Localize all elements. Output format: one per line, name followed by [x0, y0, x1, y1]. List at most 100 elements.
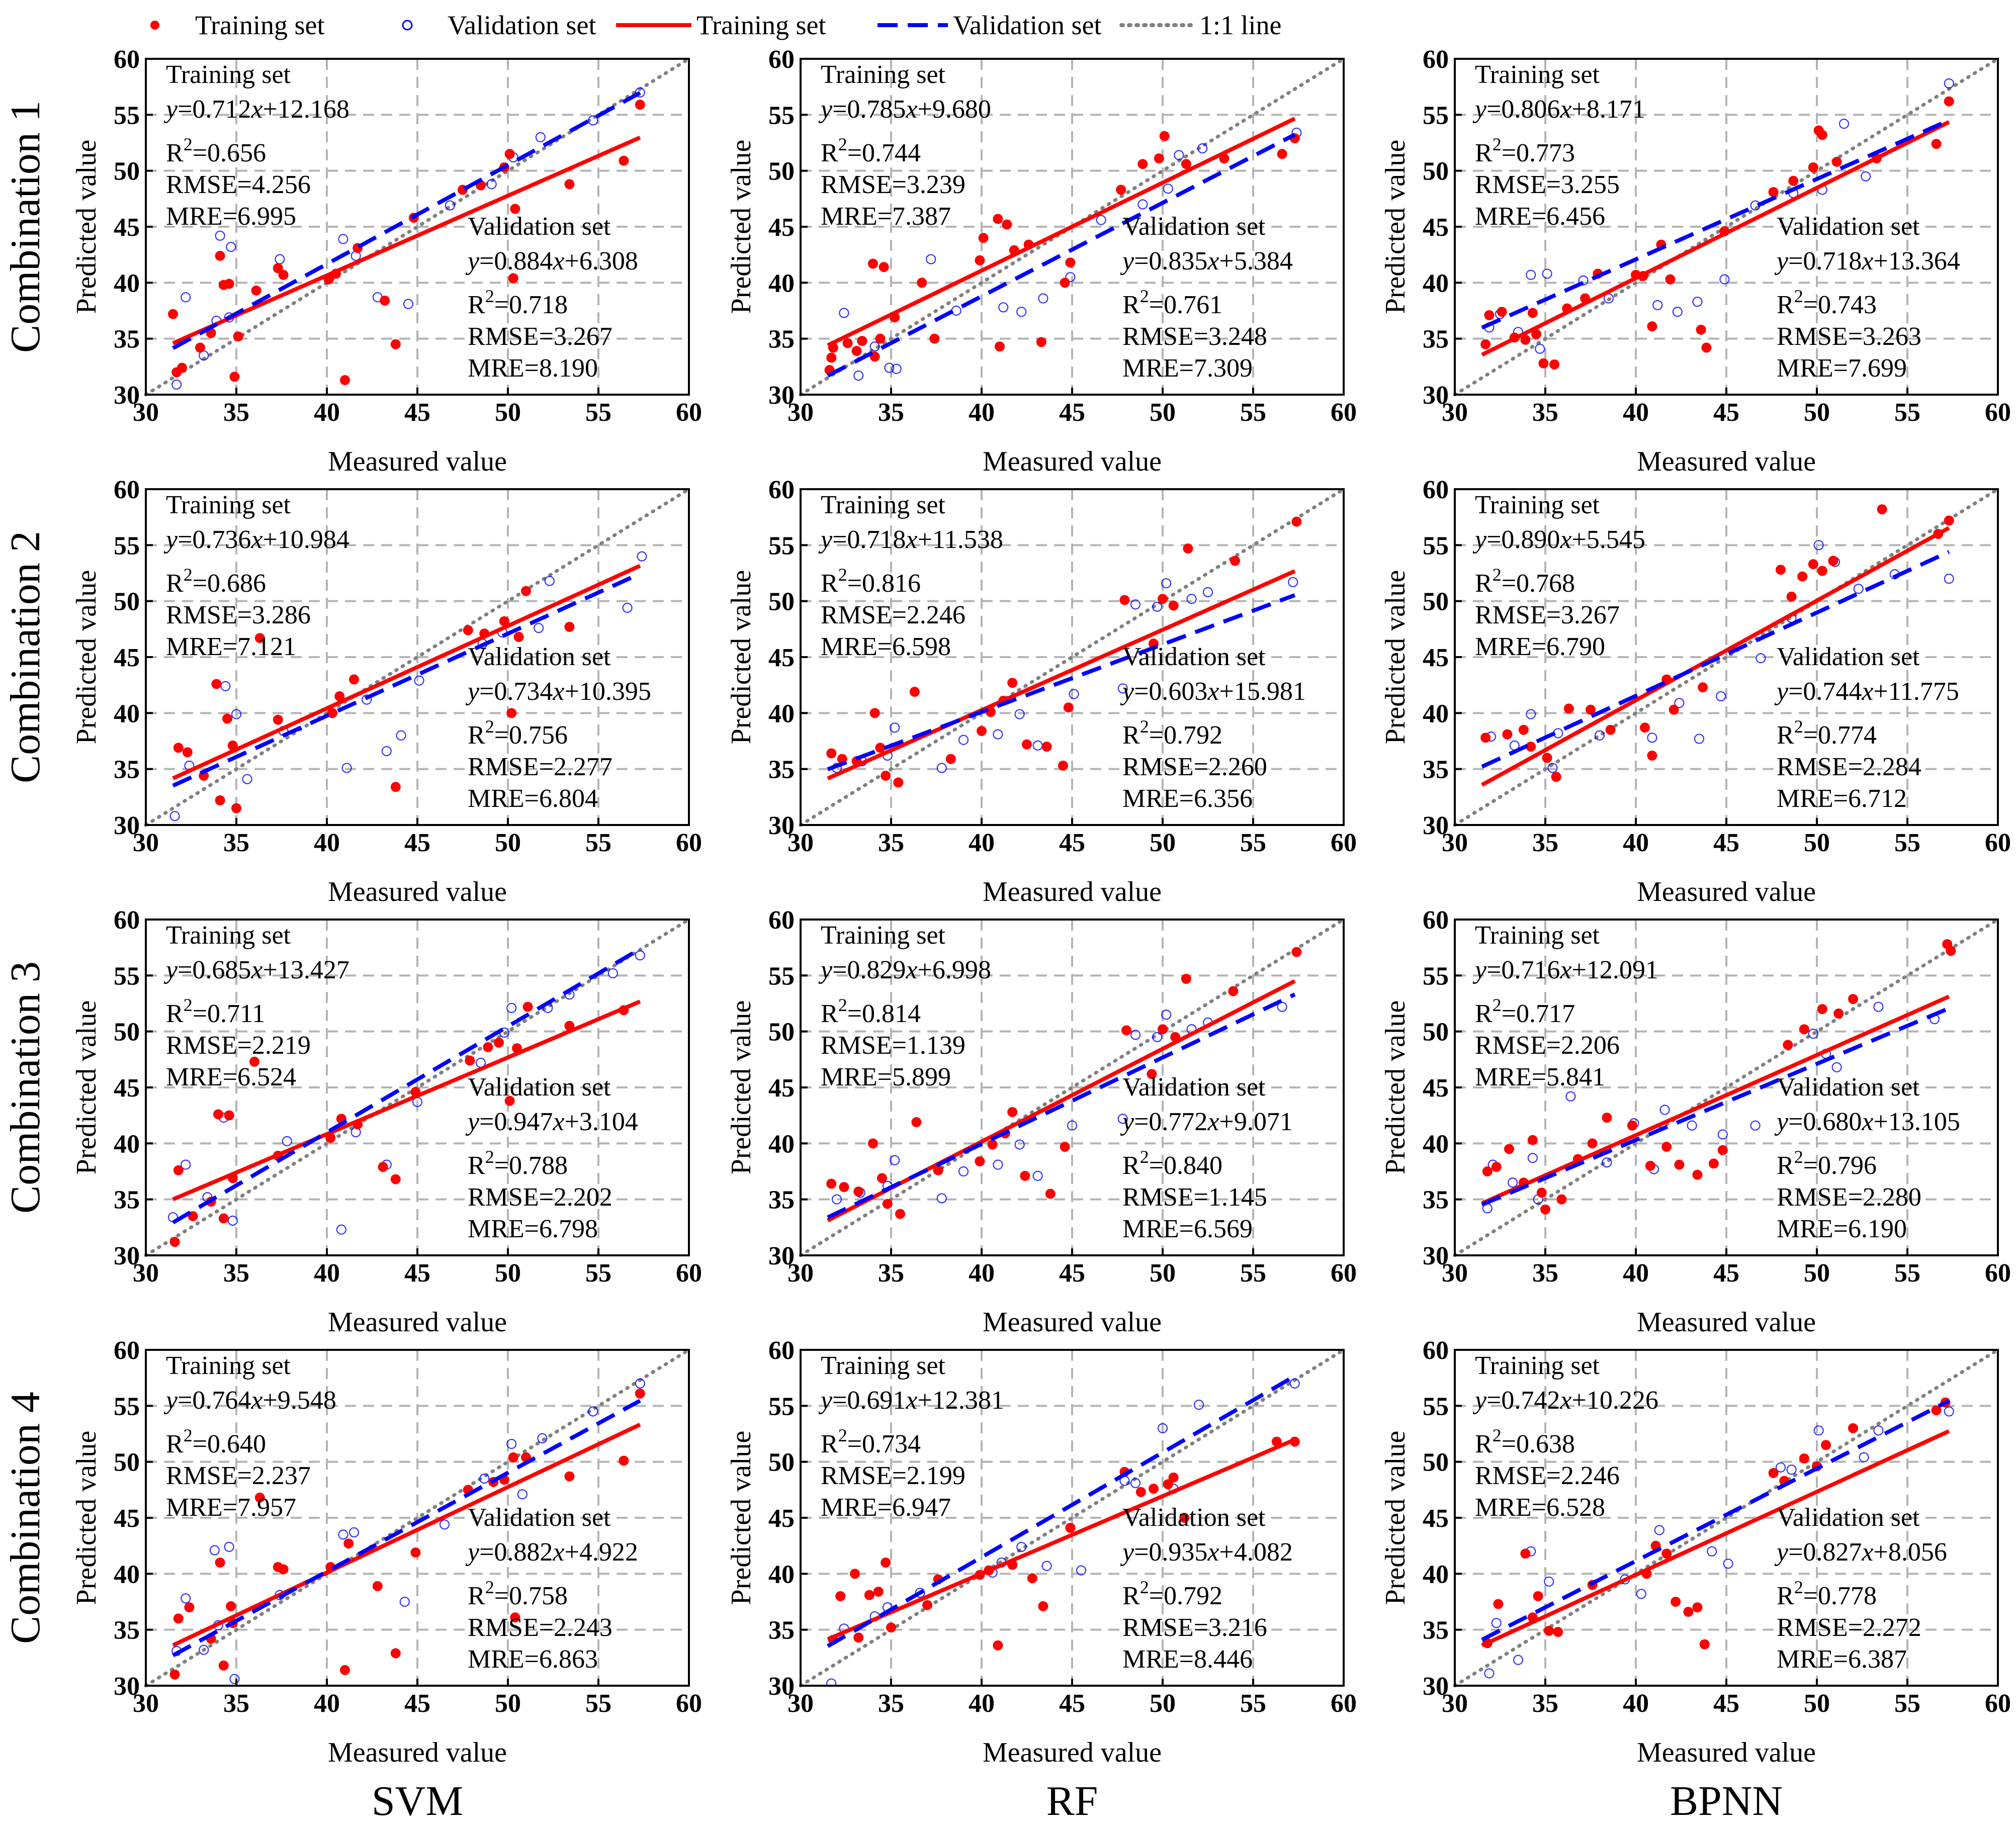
- training-equation: y=0.736x+10.984: [163, 525, 349, 554]
- x-tick-label: 55: [585, 1689, 611, 1718]
- validation-mre: MRE=6.712: [1777, 784, 1907, 813]
- training-point: [169, 1237, 180, 1247]
- x-tick-label: 30: [787, 398, 814, 427]
- validation-point: [831, 1194, 842, 1205]
- x-axis-label: Measured value: [328, 446, 507, 477]
- training-point: [1179, 1513, 1190, 1523]
- training-fit-line: [172, 135, 641, 345]
- y-tick-label: 50: [768, 1018, 795, 1047]
- validation-equation: y=0.680x+13.105: [1774, 1108, 1960, 1136]
- validation-point: [336, 1224, 346, 1235]
- validation-mre: MRE=6.863: [468, 1645, 598, 1674]
- legend-item-dash: Validation set: [878, 10, 1101, 40]
- training-point: [1647, 750, 1657, 761]
- x-tick-label: 55: [1894, 398, 1920, 427]
- training-point: [195, 342, 205, 353]
- validation-equation: y=0.744x+11.775: [1774, 677, 1959, 706]
- validation-equation: y=0.882x+4.922: [465, 1538, 638, 1567]
- training-point: [231, 803, 241, 813]
- y-tick-label: 55: [768, 101, 795, 130]
- training-point: [1168, 600, 1179, 611]
- training-point: [826, 352, 837, 363]
- training-point: [249, 1056, 259, 1067]
- validation-point: [399, 1596, 410, 1607]
- training-point: [868, 258, 878, 269]
- training-point: [510, 204, 520, 214]
- validation-point: [1544, 1576, 1554, 1587]
- training-point: [1230, 556, 1240, 566]
- validation-point: [998, 302, 1009, 313]
- training-point: [168, 309, 178, 319]
- y-tick-label: 45: [1423, 1504, 1449, 1533]
- training-point: [1817, 1004, 1827, 1015]
- training-point: [1848, 1423, 1858, 1433]
- legend-label: Validation set: [953, 10, 1101, 40]
- x-tick-label: 50: [1804, 829, 1830, 857]
- row-label: Combination 3: [2, 961, 49, 1214]
- training-point: [254, 633, 265, 644]
- validation-rmse: RMSE=2.243: [468, 1613, 612, 1642]
- y-tick-label: 50: [1423, 1448, 1449, 1477]
- one-to-one-line: [1453, 918, 2000, 1257]
- x-tick-label: 40: [314, 1689, 340, 1718]
- y-tick-label: 30: [768, 811, 795, 840]
- training-point: [504, 1095, 515, 1106]
- training-point: [619, 1455, 629, 1466]
- training-point: [839, 1182, 849, 1193]
- training-point: [184, 1602, 195, 1613]
- training-point: [499, 616, 509, 626]
- x-tick-label: 55: [1240, 1259, 1266, 1288]
- training-point: [513, 631, 524, 642]
- training-point: [1768, 187, 1779, 197]
- training-fit-line: [827, 569, 1296, 781]
- x-tick-label: 50: [1150, 398, 1176, 427]
- y-tick-label: 35: [768, 756, 795, 784]
- y-tick-label: 55: [114, 1392, 140, 1421]
- validation-point: [1152, 601, 1163, 612]
- training-point: [1060, 1142, 1070, 1152]
- validation-point: [1117, 683, 1128, 694]
- validation-stats-title: Validation set: [1122, 212, 1266, 241]
- validation-stats: Validation set y=0.603x+15.981 R2=0.792 RMS…: [1120, 643, 1306, 813]
- training-point: [1821, 1440, 1831, 1450]
- y-tick-label: 55: [114, 531, 140, 560]
- validation-point: [1652, 300, 1663, 310]
- training-stats: Training set y=0.718x+11.538 R2=0.816 RMSE=…: [818, 491, 1003, 661]
- training-equation: y=0.691x+12.381: [818, 1386, 1004, 1415]
- validation-point: [622, 602, 633, 613]
- training-point: [869, 708, 880, 718]
- training-point: [1640, 722, 1650, 733]
- training-r2: R2=0.816: [821, 565, 921, 598]
- training-stats: Training set y=0.764x+9.548 R2=0.640 RMSE=2…: [163, 1351, 336, 1522]
- training-point: [853, 1186, 864, 1197]
- training-equation: y=0.718x+11.538: [818, 525, 1003, 554]
- validation-point: [635, 950, 645, 961]
- validation-point: [1193, 1400, 1204, 1410]
- training-point: [1147, 1069, 1157, 1079]
- training-r2: R2=0.640: [166, 1425, 266, 1458]
- validation-point: [242, 774, 252, 784]
- x-axis-label: Measured value: [983, 876, 1162, 907]
- x-tick-label: 50: [1150, 829, 1176, 857]
- training-point: [1045, 1188, 1056, 1199]
- training-point: [213, 1109, 223, 1120]
- validation-point: [181, 292, 191, 303]
- gridlines: [1455, 920, 1998, 1255]
- training-point: [1533, 1591, 1543, 1601]
- training-mre: MRE=6.790: [1475, 632, 1605, 661]
- x-tick-label: 45: [1059, 1259, 1085, 1288]
- training-point: [1553, 1627, 1563, 1637]
- y-axis-label: Predicted value: [71, 570, 102, 745]
- x-axis-label: Measured value: [983, 1737, 1162, 1768]
- x-tick-label: 55: [1894, 829, 1920, 857]
- training-point: [254, 1492, 265, 1503]
- training-stats-title: Training set: [1475, 921, 1600, 950]
- training-mre: MRE=5.841: [1475, 1063, 1605, 1091]
- training-point: [378, 1162, 388, 1172]
- validation-point: [1161, 1010, 1172, 1020]
- validation-point: [1692, 297, 1703, 307]
